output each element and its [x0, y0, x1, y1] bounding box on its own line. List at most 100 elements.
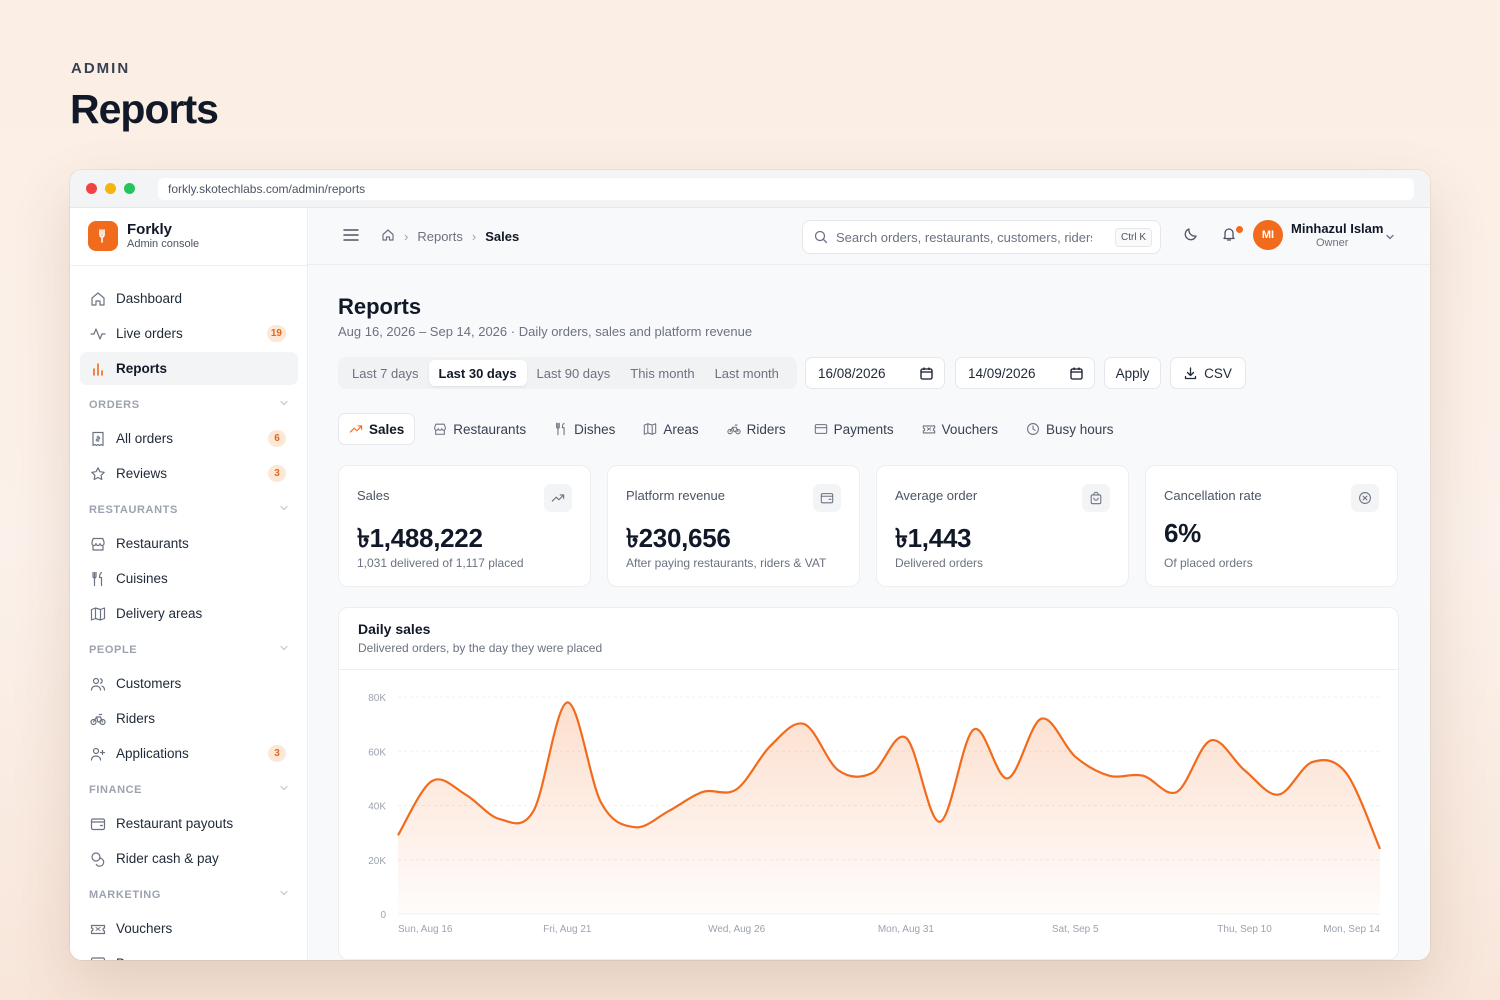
home-icon — [90, 291, 106, 307]
tab-restaurants[interactable]: Restaurants — [423, 413, 536, 445]
sidebar-item-vouchers[interactable]: Vouchers — [80, 912, 298, 945]
sidebar-item-live-orders[interactable]: Live orders 19 — [80, 317, 298, 350]
data-point[interactable] — [564, 699, 570, 705]
credit-card-icon — [814, 422, 828, 436]
range-last-month[interactable]: Last month — [714, 365, 779, 381]
tab-vouchers[interactable]: Vouchers — [912, 413, 1008, 445]
sidebar-item-cuisines[interactable]: Cuisines — [80, 562, 298, 595]
store-icon — [90, 536, 106, 552]
daily-sales-chart[interactable]: 0 20K 40K 60K 80K Sun, Aug 16 Fri, Aug 21 Wed, … — [339, 670, 1399, 960]
data-point[interactable] — [632, 824, 638, 830]
stat-card-cancellation-rate: Cancellation rate 6% Of placed orders — [1145, 465, 1398, 587]
user-name[interactable]: Minhazul Islam — [1291, 221, 1384, 236]
sidebar-item-reviews[interactable]: Reviews 3 — [80, 457, 298, 490]
chevron-down-icon[interactable] — [279, 398, 289, 411]
nav-group-finance[interactable]: FINANCE — [89, 784, 289, 796]
sidebar-item-restaurant-payouts[interactable]: Restaurant payouts — [80, 807, 298, 840]
data-point[interactable] — [1072, 754, 1078, 760]
nav-group-restaurants[interactable]: RESTAURANTS — [89, 504, 289, 516]
moon-icon[interactable] — [1183, 226, 1199, 247]
chevron-down-icon[interactable] — [279, 503, 289, 516]
data-point[interactable] — [1275, 792, 1281, 798]
tab-busy-hours[interactable]: Busy hours — [1016, 413, 1124, 445]
csv-export-button[interactable]: CSV — [1170, 357, 1246, 389]
data-point[interactable] — [937, 819, 943, 825]
sales-line — [397, 701, 1382, 850]
data-point[interactable] — [395, 832, 401, 838]
nav-group-marketing[interactable]: MARKETING — [89, 889, 289, 901]
utensils-icon — [90, 571, 106, 587]
sidebar-item-applications[interactable]: Applications 3 — [80, 737, 298, 770]
x-tick-label: Fri, Aug 21 — [543, 924, 592, 935]
chevron-down-icon[interactable] — [279, 643, 289, 656]
chevron-down-icon[interactable] — [1385, 229, 1395, 247]
minimize-window-dot[interactable] — [105, 183, 116, 194]
data-point[interactable] — [835, 767, 841, 773]
chevron-down-icon[interactable] — [279, 783, 289, 796]
data-point[interactable] — [1106, 773, 1112, 779]
data-point[interactable] — [497, 816, 503, 822]
home-icon[interactable] — [381, 228, 395, 245]
data-point[interactable] — [1208, 737, 1214, 743]
sidebar-item-riders[interactable]: Riders — [80, 702, 298, 735]
sidebar-item-all-orders[interactable]: All orders 6 — [80, 422, 298, 455]
tab-payments[interactable]: Payments — [804, 413, 904, 445]
calendar-icon[interactable] — [920, 367, 933, 383]
range-last-90-days[interactable]: Last 90 days — [536, 365, 611, 381]
data-point[interactable] — [429, 778, 435, 784]
brand[interactable]: Forkly Admin console — [70, 208, 307, 266]
tab-areas[interactable]: Areas — [633, 413, 708, 445]
apply-button[interactable]: Apply — [1104, 357, 1161, 389]
data-point[interactable] — [1140, 773, 1146, 779]
data-point[interactable] — [1242, 767, 1248, 773]
data-point[interactable] — [767, 743, 773, 749]
data-point[interactable] — [801, 721, 807, 727]
maximize-window-dot[interactable] — [124, 183, 135, 194]
date-to-input[interactable]: 14/09/2026 — [955, 357, 1095, 389]
data-point[interactable] — [598, 800, 604, 806]
calendar-icon[interactable] — [1070, 367, 1083, 383]
data-point[interactable] — [1377, 846, 1383, 852]
close-window-dot[interactable] — [86, 183, 97, 194]
tab-riders[interactable]: Riders — [717, 413, 796, 445]
count-badge: 19 — [266, 325, 286, 342]
data-point[interactable] — [666, 808, 672, 814]
data-point[interactable] — [700, 789, 706, 795]
address-bar[interactable]: forkly.skotechlabs.com/admin/reports — [158, 178, 1414, 200]
data-point[interactable] — [1174, 789, 1180, 795]
date-from-input[interactable]: 16/08/2026 — [805, 357, 945, 389]
avatar[interactable]: MI — [1253, 220, 1283, 250]
chevron-down-icon[interactable] — [279, 888, 289, 901]
sidebar-item-dashboard[interactable]: Dashboard — [80, 282, 298, 315]
data-point[interactable] — [869, 770, 875, 776]
data-point[interactable] — [971, 727, 977, 733]
tab-sales[interactable]: Sales — [338, 413, 416, 445]
range-last-7-days[interactable]: Last 7 days — [352, 365, 419, 381]
menu-icon[interactable] — [343, 228, 359, 247]
search-box[interactable]: Search orders, restaurants, customers, r… — [802, 220, 1161, 254]
data-point[interactable] — [463, 792, 469, 798]
sidebar-item-rider-cash-pay[interactable]: Rider cash & pay — [80, 842, 298, 875]
range-this-month[interactable]: This month — [630, 365, 695, 381]
y-tick-label: 60K — [368, 747, 386, 758]
breadcrumb-reports[interactable]: Reports — [417, 229, 463, 244]
data-point[interactable] — [1005, 775, 1011, 781]
search-input[interactable]: Search orders, restaurants, customers, r… — [836, 229, 1092, 245]
data-point[interactable] — [1343, 770, 1349, 776]
data-point[interactable] — [903, 735, 909, 741]
data-point[interactable] — [530, 808, 536, 814]
nav-group-people[interactable]: PEOPLE — [89, 644, 289, 656]
data-point[interactable] — [1038, 716, 1044, 722]
sidebar-item-restaurants[interactable]: Restaurants — [80, 527, 298, 560]
data-point[interactable] — [1309, 759, 1315, 765]
nav-group-orders[interactable]: ORDERS — [89, 399, 289, 411]
data-point[interactable] — [734, 786, 740, 792]
bell-icon[interactable] — [1221, 226, 1237, 247]
sidebar-item-reports[interactable]: Reports — [80, 352, 298, 385]
range-last-30-days[interactable]: Last 30 days — [428, 360, 527, 386]
tab-dishes[interactable]: Dishes — [544, 413, 625, 445]
sidebar-item-customers[interactable]: Customers — [80, 667, 298, 700]
sidebar-item-delivery-areas[interactable]: Delivery areas — [80, 597, 298, 630]
sidebar-item-label: Restaurants — [116, 536, 189, 551]
sidebar-item-banners[interactable]: Banners — [80, 947, 298, 960]
